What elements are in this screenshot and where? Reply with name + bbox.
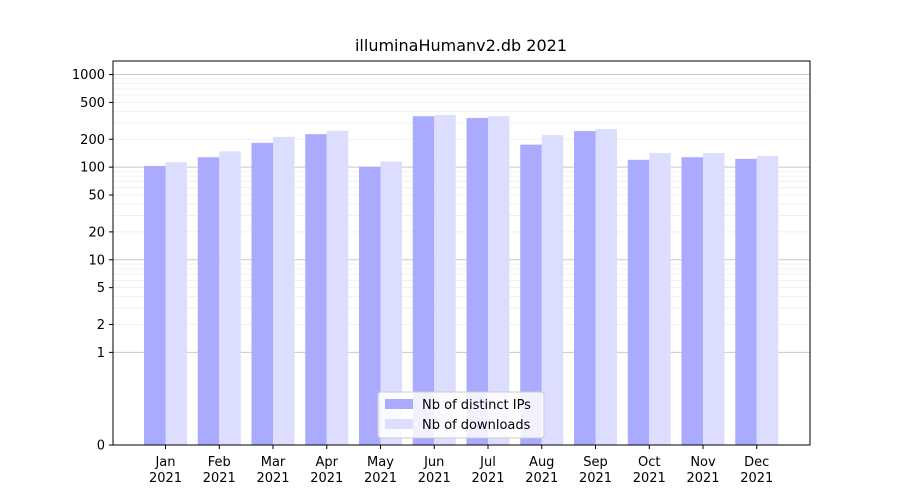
legend: Nb of distinct IPs Nb of downloads [377,391,545,439]
y-tick-label: 20 [88,225,105,240]
x-axis: Jan2021Feb2021Mar2021Apr2021May2021Jun20… [149,445,773,486]
x-tick-label-month: Jan [154,455,175,470]
y-tick-label: 5 [97,281,105,296]
x-tick-label-year: 2021 [740,471,773,486]
x-tick-label-year: 2021 [525,471,558,486]
bar-jul-distinct-ips [466,117,488,445]
bar-dec-distinct-ips [735,158,757,445]
legend-label: Nb of downloads [422,418,531,433]
x-tick-label-year: 2021 [364,471,397,486]
y-tick-label: 1 [97,346,105,361]
chart-title: illuminaHumanv2.db 2021 [355,36,567,55]
bar-feb-distinct-ips [197,157,220,445]
y-tick-label: 500 [80,96,105,111]
x-tick-label-month: Mar [261,455,286,470]
bar-dec-downloads [756,155,779,445]
bar-apr-downloads [326,130,349,446]
x-tick-label-year: 2021 [149,471,182,486]
x-tick-label-month: Oct [638,455,660,470]
y-tick-label: 2 [97,318,105,333]
x-tick-label-year: 2021 [686,471,719,486]
x-tick-label-year: 2021 [203,471,236,486]
y-tick-label: 0 [97,439,105,454]
bar-jan-distinct-ips [144,165,166,445]
bar-mar-distinct-ips [251,142,273,446]
legend-swatch [385,419,413,429]
bar-jun-distinct-ips [412,116,435,446]
x-tick-label-month: Apr [316,455,339,470]
bar-sep-downloads [595,129,617,445]
bar-feb-downloads [219,151,241,445]
x-tick-label-year: 2021 [256,471,289,486]
bar-jun-downloads [434,115,456,446]
x-tick-label-month: Aug [529,455,554,470]
y-tick-label: 1000 [72,68,105,83]
y-axis: 0 1 2 5 10 20 50 100 200 500 1000 [72,68,113,454]
x-tick-label-year: 2021 [471,471,504,486]
x-tick-label-month: Nov [690,455,716,470]
bar-jan-downloads [165,162,187,445]
y-tick-label: 50 [88,189,105,204]
x-tick-label-month: Jul [479,455,496,470]
bar-oct-distinct-ips [627,159,650,446]
x-tick-label-month: Jun [423,455,444,470]
y-tick-label: 10 [88,253,105,268]
x-tick-label-month: Sep [583,455,608,470]
x-tick-label-month: May [367,455,394,470]
plot-frame [112,60,811,446]
x-tick-label-month: Feb [208,455,231,470]
bars-layer [144,115,779,446]
x-tick-label-month: Dec [744,455,769,470]
bar-may-downloads [380,161,402,445]
bar-nov-distinct-ips [681,157,703,445]
x-tick-label-year: 2021 [418,471,451,486]
legend-box [377,391,545,439]
x-tick-label-year: 2021 [633,471,666,486]
bar-aug-downloads [541,135,564,445]
legend-swatch [385,399,413,409]
bar-mar-downloads [273,136,295,445]
bar-sep-distinct-ips [574,131,596,446]
legend-label: Nb of distinct IPs [422,398,531,413]
bar-nov-downloads [703,153,725,445]
x-tick-label-year: 2021 [579,471,612,486]
x-tick-label-year: 2021 [310,471,343,486]
bar-jul-downloads [488,116,510,446]
bar-apr-distinct-ips [305,134,327,446]
bar-aug-distinct-ips [520,144,542,446]
y-tick-label: 100 [80,161,105,176]
bar-may-distinct-ips [359,166,381,445]
bar-oct-downloads [649,153,671,445]
y-tick-label: 200 [80,133,105,148]
